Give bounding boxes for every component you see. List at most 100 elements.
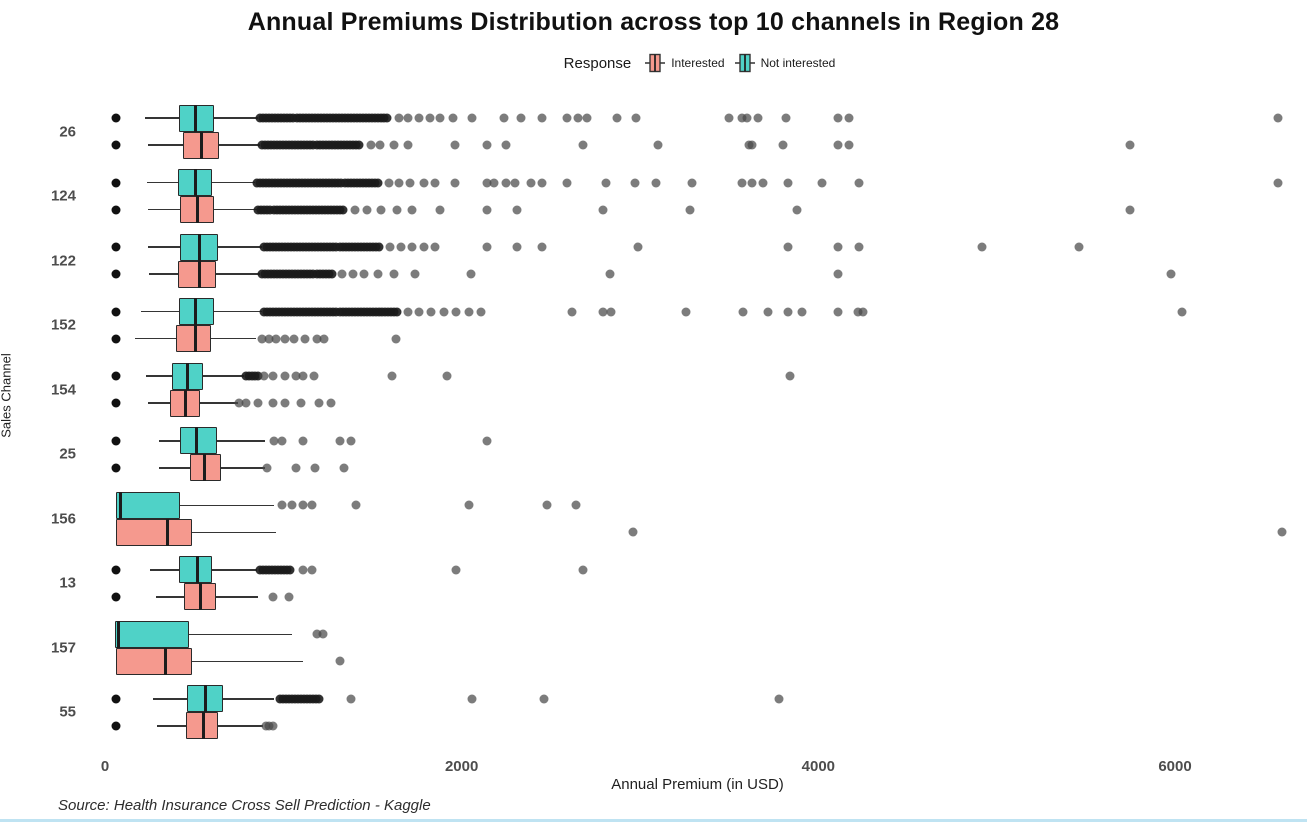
outlier-dot xyxy=(833,242,843,252)
outlier-dot xyxy=(111,398,121,408)
outlier-dot xyxy=(298,565,308,575)
median-line xyxy=(165,518,169,546)
outlier-dot xyxy=(785,371,795,381)
outlier-dot xyxy=(854,242,864,252)
outlier-dot xyxy=(781,113,791,123)
outlier-dot xyxy=(351,500,361,510)
whisker-line xyxy=(222,698,275,700)
outlier-dot xyxy=(291,463,301,473)
outlier-dot xyxy=(833,113,843,123)
outlier-dot xyxy=(512,242,522,252)
outlier-dot xyxy=(394,178,404,188)
whisker-line xyxy=(147,144,183,146)
outlier-dot xyxy=(338,205,348,215)
median-line xyxy=(203,454,207,482)
legend-entry-interested: Interested xyxy=(645,52,725,74)
outlier-dot xyxy=(284,592,294,602)
median-line xyxy=(196,196,200,224)
outlier-dot xyxy=(392,205,402,215)
whisker-line xyxy=(192,531,277,534)
outlier-dot xyxy=(854,178,864,188)
outlier-dot xyxy=(482,242,492,252)
outlier-dot xyxy=(264,334,274,344)
outlier-dot xyxy=(271,334,281,344)
box-not-interested xyxy=(179,427,218,455)
whisker-line xyxy=(158,466,190,469)
whisker-line xyxy=(135,337,177,340)
window-edge-line xyxy=(0,819,1307,822)
outlier-dot xyxy=(296,398,306,408)
outlier-dot xyxy=(783,242,793,252)
whisker-line xyxy=(188,633,293,636)
outlier-dot xyxy=(426,307,436,317)
whisker-line xyxy=(192,660,303,663)
outlier-dot xyxy=(354,140,364,150)
outlier-dot xyxy=(435,205,445,215)
x-tick-label: 6000 xyxy=(1158,758,1192,775)
whisker-line xyxy=(213,310,262,313)
outlier-dot xyxy=(396,242,406,252)
whisker-line xyxy=(213,117,259,119)
legend-key-boxplot-icon xyxy=(645,53,666,73)
outlier-dot xyxy=(737,113,747,123)
y-tick-label-channel-25: 25 xyxy=(59,445,76,463)
whisker-line xyxy=(215,596,259,598)
box-interested xyxy=(178,260,216,288)
outlier-dot xyxy=(797,307,807,317)
outlier-dot xyxy=(562,178,572,188)
median-line xyxy=(198,583,202,611)
outlier-dot xyxy=(277,436,287,446)
box-interested xyxy=(176,325,212,353)
outlier-dot xyxy=(346,436,356,446)
median-line xyxy=(195,427,199,455)
outlier-dot xyxy=(598,307,608,317)
whisker-line xyxy=(215,273,261,275)
whisker-line xyxy=(220,466,265,469)
outlier-dot xyxy=(526,178,536,188)
median-line xyxy=(204,685,208,713)
outlier-dot xyxy=(844,113,854,123)
outlier-dot xyxy=(448,113,458,123)
outlier-dot xyxy=(833,269,843,279)
outlier-dot xyxy=(307,500,317,510)
outlier-dot xyxy=(464,307,474,317)
outlier-dot xyxy=(651,178,661,188)
outlier-dot xyxy=(737,178,747,188)
y-tick-label-channel-154: 154 xyxy=(50,381,76,399)
outlier-dot xyxy=(571,500,581,510)
whisker-line xyxy=(147,402,171,404)
outlier-dot xyxy=(407,205,417,215)
outlier-dot xyxy=(111,113,121,123)
whisker-line xyxy=(140,310,179,313)
y-tick-label-channel-122: 122 xyxy=(50,252,76,270)
outlier-dot xyxy=(111,140,121,150)
outlier-dot xyxy=(451,307,461,317)
outlier-dot xyxy=(817,178,827,188)
whisker-line xyxy=(212,569,257,571)
outlier-dot xyxy=(606,307,616,317)
outlier-dot xyxy=(285,565,295,575)
outlier-dot xyxy=(501,140,511,150)
whisker-line xyxy=(155,596,185,598)
outlier-dot xyxy=(405,178,415,188)
outlier-dot xyxy=(307,565,317,575)
outlier-dot xyxy=(482,178,492,188)
outlier-dot xyxy=(450,140,460,150)
outlier-dot xyxy=(476,307,486,317)
median-line xyxy=(194,298,198,326)
y-tick-label-channel-152: 152 xyxy=(50,316,76,334)
outlier-dot xyxy=(111,307,121,317)
outlier-dot xyxy=(783,178,793,188)
outlier-dot xyxy=(376,205,386,215)
outlier-dot xyxy=(1273,178,1283,188)
outlier-dot xyxy=(537,178,547,188)
median-line xyxy=(164,647,168,675)
outlier-dot xyxy=(681,307,691,317)
outlier-dot xyxy=(430,242,440,252)
outlier-dot xyxy=(512,205,522,215)
outlier-dot xyxy=(489,178,499,188)
y-tick-label-channel-124: 124 xyxy=(50,187,76,205)
outlier-dot xyxy=(774,694,784,704)
outlier-dot xyxy=(1277,527,1287,537)
whisker-line xyxy=(217,439,266,442)
